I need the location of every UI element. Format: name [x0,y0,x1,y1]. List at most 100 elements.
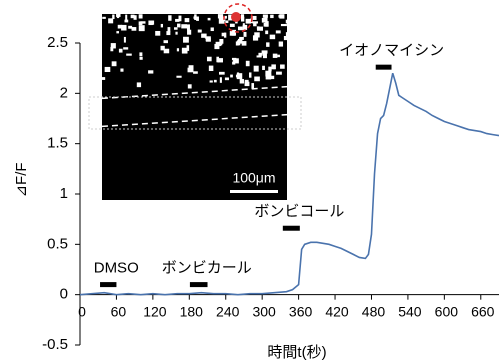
inset-cell [210,80,213,82]
inset-cell [237,76,242,79]
inset-cell [232,58,236,60]
inset-cell [219,43,223,45]
inset-cell [245,82,250,86]
inset-cell [216,57,219,63]
inset-cell [232,62,235,65]
page: {"chart_data": { "type": "line", "xlabel… [0,0,499,361]
inset-cell [238,27,243,31]
x-tick-label: 360 [289,303,313,319]
y-tick-label: 0 [60,286,68,303]
inset-cell [117,16,119,18]
x-tick-label: 660 [471,303,495,319]
annotation: ボンビカール [162,260,252,277]
inset-cell [193,71,198,73]
inset-cell [119,49,123,53]
inset-cell [270,15,273,18]
inset-cell [251,83,254,89]
inset-cell [102,77,105,80]
inset-cell [102,17,106,19]
inset-cell [232,30,236,36]
inset-cell [211,27,214,31]
inset-cell [112,61,117,66]
inset-cell [126,54,132,56]
inset-cell [264,23,269,27]
annotation: DMSO [94,260,139,277]
stimulus-bar [190,282,208,287]
y-tick-label: -0.5 [42,336,68,353]
inset-cell [262,66,265,70]
inset-cell [207,57,212,62]
inset-cell [265,71,271,77]
inset-cell [242,41,247,46]
inset-cell [111,43,116,48]
inset-cell [188,68,194,73]
y-tick-label: 0.5 [47,235,68,252]
inset-cell [268,67,271,72]
inset-cell [286,20,291,24]
inset-cell [125,15,127,20]
inset-cell [161,24,163,27]
inset-cell [225,20,228,23]
inset-cell [196,16,199,20]
inset-cell [148,70,153,73]
inset-cell [279,41,283,46]
inset-cell [198,30,202,33]
inset-cell [175,19,179,22]
inset-cell [201,34,206,38]
inset-cell [166,31,170,35]
inset-cell [281,24,287,26]
inset-cell [155,31,160,36]
inset-cell [243,25,247,30]
inset-cell [209,66,214,71]
inset-cell [206,38,211,41]
inset-cell [246,19,251,24]
inset-cell [244,32,247,37]
inset-cell [181,24,187,28]
inset-cell [177,48,179,51]
inset-cell [176,76,181,78]
inset-cell [187,30,191,35]
inset-cell [280,64,285,68]
inset-cell [168,27,171,32]
inset-cell [139,14,143,18]
inset-cell [273,54,278,58]
inset-cell [278,15,281,17]
inset-cell [112,14,114,19]
inset-cell [118,25,122,29]
inset-cell [253,35,258,40]
inset-cell [225,77,229,80]
inset-cell [220,77,222,83]
inset-cell [249,72,251,77]
inset-cell [116,31,119,33]
y-axis-label: ⊿F/F [13,162,30,197]
inset-cell [266,42,269,46]
inset-cell [222,33,226,37]
inset-cell [241,17,244,22]
inset-cell [276,72,282,75]
inset-cell [187,24,190,30]
x-tick-label: 300 [252,303,276,319]
inset-cell [262,18,267,23]
inset-cell [178,25,180,27]
annotation: ボンビコール [254,203,344,220]
inset-cell [214,80,217,83]
inset-cell [219,72,225,75]
y-tick-label: 2 [60,84,68,101]
inset-cell [208,18,211,20]
inset-cell [265,31,268,35]
inset-cell [188,84,192,88]
inset-cell [277,55,280,57]
inset-cell [183,37,189,43]
inset-cell [148,21,152,26]
inset-cell [124,20,128,23]
inset-cell [164,49,169,54]
inset-cell [164,40,168,43]
scale-bar [230,190,278,193]
y-tick-label: 1 [60,185,68,202]
inset-cell [230,24,235,27]
inset-cell [139,52,142,56]
inset-cell [262,50,268,53]
inset-cell [110,21,113,23]
inset-cell [182,48,188,54]
inset-cell [185,18,190,22]
